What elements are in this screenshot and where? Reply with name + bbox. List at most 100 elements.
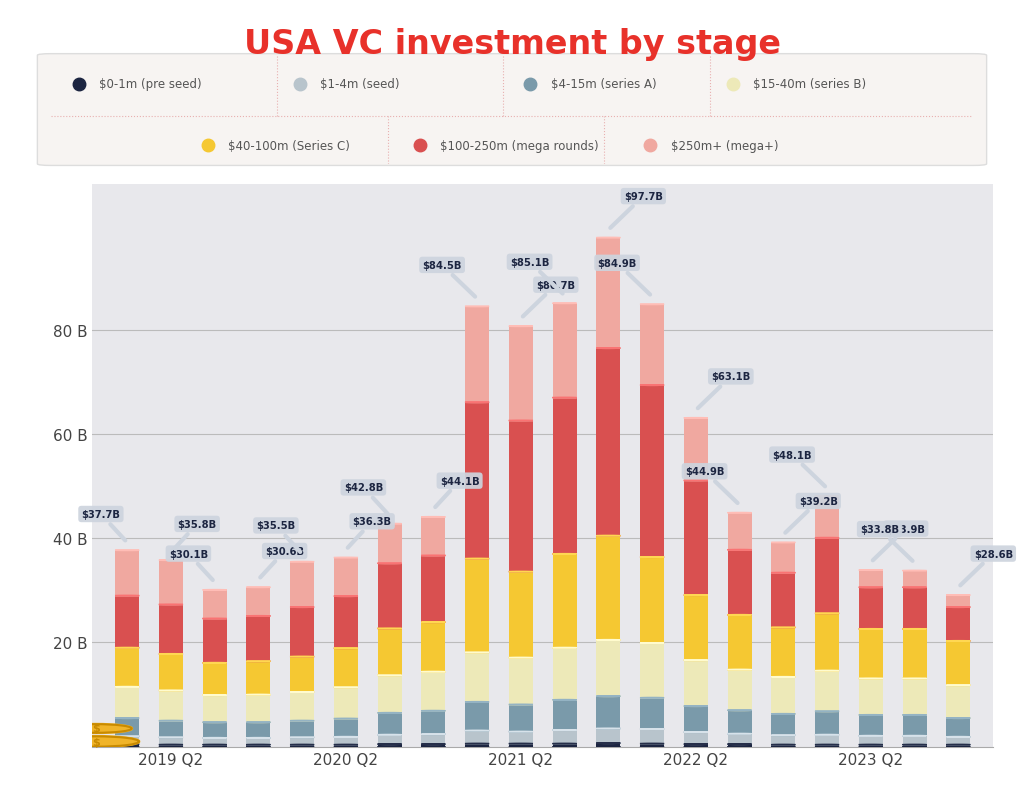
Text: $44.9B: $44.9B bbox=[685, 467, 737, 503]
Bar bbox=[859, 736, 883, 744]
Bar bbox=[247, 738, 270, 744]
Bar bbox=[946, 718, 971, 737]
Text: $39.2B: $39.2B bbox=[785, 496, 838, 533]
Bar bbox=[859, 679, 883, 715]
Text: $40-100m (Series C): $40-100m (Series C) bbox=[228, 140, 350, 153]
Bar bbox=[640, 729, 665, 744]
Bar bbox=[421, 711, 445, 734]
Text: $85.1B: $85.1B bbox=[510, 258, 562, 294]
Bar bbox=[640, 385, 665, 557]
Text: $84.9B: $84.9B bbox=[597, 259, 650, 296]
Bar bbox=[815, 711, 839, 735]
Bar bbox=[596, 640, 621, 696]
Bar bbox=[421, 744, 445, 747]
Text: $: $ bbox=[92, 724, 99, 734]
Bar bbox=[684, 744, 708, 747]
FancyBboxPatch shape bbox=[38, 55, 987, 166]
Bar bbox=[115, 551, 139, 596]
Bar bbox=[159, 654, 183, 691]
Text: $33.8B: $33.8B bbox=[860, 524, 912, 561]
Bar bbox=[247, 616, 270, 662]
Bar bbox=[553, 730, 577, 744]
Bar bbox=[421, 734, 445, 744]
Bar bbox=[815, 496, 839, 538]
Bar bbox=[203, 738, 226, 744]
Bar bbox=[509, 421, 532, 572]
Bar bbox=[421, 672, 445, 711]
Bar bbox=[859, 588, 883, 630]
Bar bbox=[378, 675, 401, 713]
Text: $37.7B: $37.7B bbox=[82, 509, 125, 540]
Bar bbox=[509, 572, 532, 658]
Bar bbox=[378, 564, 401, 629]
Bar bbox=[509, 705, 532, 732]
Bar bbox=[946, 744, 971, 747]
Bar bbox=[640, 698, 665, 729]
Bar bbox=[859, 630, 883, 679]
Bar bbox=[290, 607, 314, 657]
Bar bbox=[902, 744, 927, 747]
Text: $80.7B: $80.7B bbox=[523, 280, 575, 317]
Bar bbox=[247, 662, 270, 695]
Bar bbox=[771, 744, 796, 747]
Bar bbox=[115, 648, 139, 687]
Bar bbox=[859, 715, 883, 736]
Bar bbox=[946, 737, 971, 744]
Text: $36.3B: $36.3B bbox=[348, 516, 391, 548]
Bar bbox=[378, 713, 401, 735]
Bar bbox=[640, 557, 665, 643]
Bar bbox=[771, 573, 796, 628]
Bar bbox=[902, 630, 927, 679]
Bar bbox=[159, 560, 183, 605]
Bar bbox=[115, 596, 139, 648]
Bar bbox=[859, 570, 883, 588]
Bar bbox=[684, 732, 708, 744]
Bar bbox=[115, 718, 139, 736]
Bar bbox=[203, 695, 226, 723]
Bar bbox=[334, 558, 358, 597]
Circle shape bbox=[52, 736, 139, 747]
Bar bbox=[159, 744, 183, 747]
Bar bbox=[290, 744, 314, 747]
Bar bbox=[465, 559, 489, 653]
Text: $35.8B: $35.8B bbox=[173, 520, 217, 551]
Bar bbox=[727, 711, 752, 734]
Bar bbox=[421, 517, 445, 556]
Bar bbox=[290, 657, 314, 692]
Bar bbox=[465, 731, 489, 744]
Text: $250m+ (mega+): $250m+ (mega+) bbox=[671, 140, 778, 153]
Text: $35.5B: $35.5B bbox=[256, 521, 300, 552]
Bar bbox=[815, 671, 839, 711]
Bar bbox=[640, 643, 665, 698]
Bar bbox=[203, 663, 226, 695]
Bar bbox=[334, 737, 358, 744]
Bar bbox=[596, 728, 621, 743]
Bar bbox=[553, 304, 577, 398]
Bar bbox=[727, 550, 752, 615]
Bar bbox=[596, 696, 621, 728]
Bar bbox=[902, 715, 927, 736]
Bar bbox=[946, 595, 971, 607]
Bar bbox=[553, 554, 577, 648]
Text: $1-4m (seed): $1-4m (seed) bbox=[321, 78, 399, 91]
Text: $33.9B: $33.9B bbox=[872, 524, 926, 560]
Bar bbox=[334, 687, 358, 719]
Bar bbox=[684, 706, 708, 732]
Text: $48.1B: $48.1B bbox=[772, 450, 825, 487]
Bar bbox=[159, 691, 183, 721]
Text: $0-1m (pre seed): $0-1m (pre seed) bbox=[99, 78, 202, 91]
Bar bbox=[247, 695, 270, 723]
Bar bbox=[727, 513, 752, 550]
Bar bbox=[290, 721, 314, 737]
Bar bbox=[946, 641, 971, 686]
Bar bbox=[684, 481, 708, 595]
Bar bbox=[290, 562, 314, 607]
Bar bbox=[815, 538, 839, 613]
Text: USA VC investment by stage: USA VC investment by stage bbox=[244, 28, 780, 61]
Bar bbox=[203, 744, 226, 747]
Bar bbox=[509, 744, 532, 747]
Bar bbox=[815, 613, 839, 671]
Bar bbox=[247, 723, 270, 738]
Bar bbox=[640, 744, 665, 747]
Bar bbox=[378, 629, 401, 675]
